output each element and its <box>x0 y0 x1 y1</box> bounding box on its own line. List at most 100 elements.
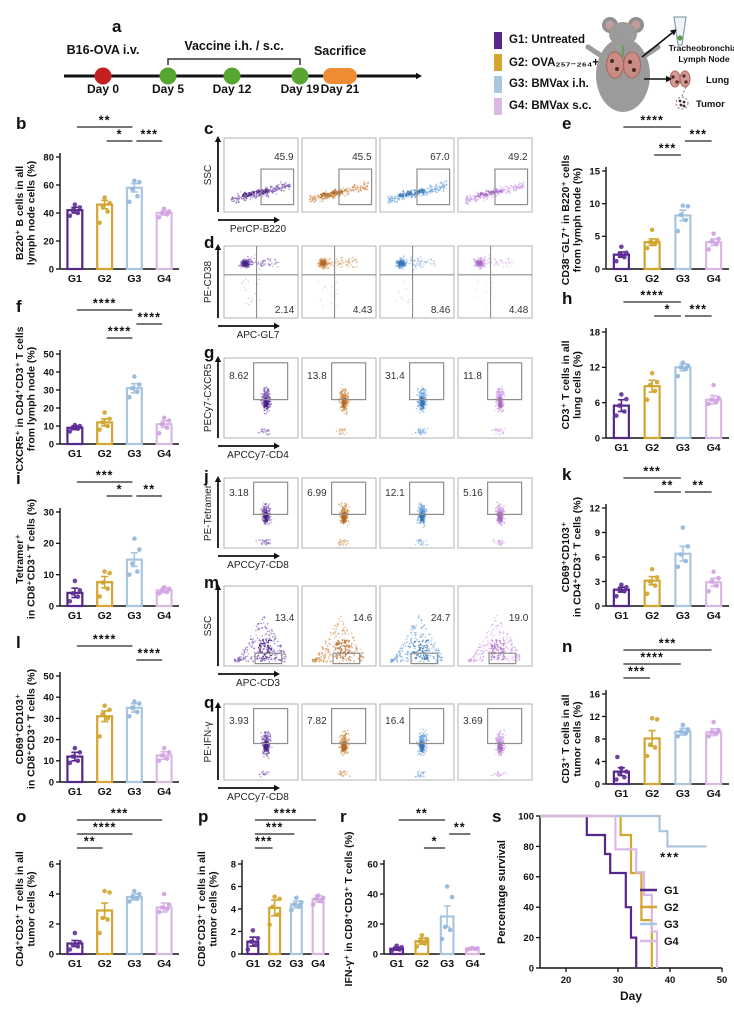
legend-label: G1: Untreated <box>509 34 586 46</box>
svg-text:G2: G2 <box>645 273 659 285</box>
svg-text:***: *** <box>689 128 707 142</box>
svg-text:B220⁺ B cells in all: B220⁺ B cells in all <box>14 166 26 260</box>
data-point <box>675 733 681 739</box>
data-point <box>647 742 653 747</box>
data-point <box>161 745 167 751</box>
data-point <box>100 711 105 717</box>
data-point <box>166 586 172 592</box>
data-point <box>716 575 721 581</box>
data-point <box>75 944 81 949</box>
data-point <box>622 589 627 594</box>
data-point <box>444 884 450 889</box>
data-point <box>711 382 716 388</box>
svg-text:0: 0 <box>49 264 54 275</box>
svg-text:4.43: 4.43 <box>353 305 373 316</box>
data-point <box>716 727 721 733</box>
data-point <box>77 423 83 429</box>
data-point <box>105 209 110 214</box>
data-point <box>107 570 112 576</box>
bar-g3 <box>125 895 143 956</box>
svg-text:45.5: 45.5 <box>352 152 372 163</box>
data-point <box>654 717 660 722</box>
data-point <box>714 731 719 736</box>
data-point <box>683 558 689 564</box>
data-point <box>685 727 691 732</box>
panel-letter-d: d <box>204 233 215 252</box>
flow-row-g: PECy7-CXCR5 APCCy7-CD4 8.62 13.8 31.4 11.8 <box>203 356 533 461</box>
data-point <box>649 715 655 721</box>
svg-text:Lymph Node: Lymph Node <box>678 54 729 64</box>
data-point <box>97 594 102 599</box>
data-point <box>614 413 619 418</box>
svg-text:Tetramer⁺: Tetramer⁺ <box>14 534 26 584</box>
svg-text:10: 10 <box>589 199 600 210</box>
timeline-event-dot <box>223 67 241 85</box>
svg-text:PerCP-B220: PerCP-B220 <box>230 224 287 235</box>
data-point <box>647 579 653 584</box>
data-point <box>294 895 299 901</box>
svg-text:from lymph node (%): from lymph node (%) <box>572 168 584 272</box>
data-point <box>164 425 170 431</box>
bar-g3 <box>674 730 692 786</box>
svg-text:80: 80 <box>43 152 54 163</box>
data-point <box>709 239 714 244</box>
data-point <box>97 930 102 936</box>
data-point <box>135 569 140 574</box>
data-point <box>70 591 76 596</box>
panel-p-bar-chart: p 0 2 4 6 8 CD8⁺CD3⁺ T cells in all tumor cells… <box>196 806 334 974</box>
data-point <box>272 894 277 899</box>
panel-letter-e: e <box>562 114 572 133</box>
data-point <box>159 421 165 427</box>
svg-text:CXCR5⁺ in CD4⁺CD3⁺ T cells: CXCR5⁺ in CD4⁺CD3⁺ T cells <box>14 326 26 471</box>
svg-text:G2: G2 <box>98 610 112 622</box>
svg-text:67.0: 67.0 <box>430 152 450 163</box>
svg-text:12: 12 <box>589 363 600 374</box>
panel-letter-f: f <box>16 297 22 316</box>
data-point <box>685 363 691 368</box>
svg-text:18: 18 <box>589 327 600 338</box>
data-point <box>652 241 658 247</box>
data-point <box>100 580 105 585</box>
scatter-cloud <box>308 180 369 203</box>
svg-text:**: ** <box>99 114 111 128</box>
svg-text:****: **** <box>138 311 161 325</box>
bar-g2 <box>96 715 114 784</box>
data-point <box>449 894 455 900</box>
svg-text:G1: G1 <box>68 610 82 622</box>
svg-text:15: 15 <box>589 166 600 177</box>
svg-text:G2: G2 <box>645 442 659 454</box>
svg-text:6.99: 6.99 <box>307 488 327 499</box>
svg-text:13.8: 13.8 <box>307 371 327 382</box>
svg-text:0: 0 <box>49 601 54 612</box>
svg-text:PE-Tetramer: PE-Tetramer <box>203 484 214 541</box>
chart-b: 0 20 40 60 80 B220⁺ B cells in all lymph node … <box>14 114 179 285</box>
data-point <box>470 945 475 951</box>
bar-g2 <box>96 203 114 271</box>
data-point <box>135 896 140 901</box>
data-point <box>624 584 629 590</box>
data-point <box>77 939 83 945</box>
panel-s-survival-chart: s 0 20 40 60 80 100 20 30 40 50 Day Percentage survi… <box>492 806 734 1006</box>
svg-text:APCCy7-CD8: APCCy7-CD8 <box>227 560 289 571</box>
timeline-schematic: Day 0 Day 5 Day 12 Day 19 Day 21 B16-OVA i.v.… <box>64 39 422 96</box>
scatter-cloud <box>387 179 448 205</box>
data-point <box>107 890 112 895</box>
svg-text:0: 0 <box>595 264 600 275</box>
data-point <box>680 525 686 530</box>
data-point <box>706 401 711 407</box>
data-point <box>164 906 170 912</box>
data-point <box>248 939 254 944</box>
data-point <box>105 917 110 922</box>
panel-o-bar-chart: o 0 2 4 6 CD4⁺CD3⁺ T cells in all tumor cells … <box>14 806 184 974</box>
data-point <box>270 904 275 910</box>
panel-c-flow-plots: c SSC PerCP-B220 45.9 45.5 67.0 49.2 <box>198 118 550 235</box>
data-point <box>137 547 142 552</box>
data-point <box>67 760 73 766</box>
svg-text:****: **** <box>108 325 131 339</box>
data-point <box>714 399 719 404</box>
data-point <box>130 186 135 192</box>
svg-text:G3: G3 <box>127 273 141 285</box>
panel-letter-b: b <box>16 114 27 133</box>
